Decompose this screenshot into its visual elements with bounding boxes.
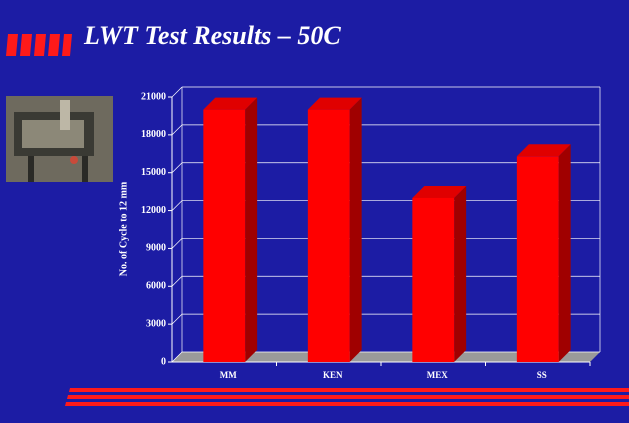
bar-side [349,97,362,362]
bar-top [412,185,467,198]
x-tick-label: MM [220,370,237,380]
floor [172,352,600,362]
y-tick-label: 6000 [146,281,166,292]
grid-line [171,276,183,287]
y-tick-label: 12000 [141,205,166,216]
chart-title: LWT Test Results – 50C [83,21,341,50]
x-tick-label: SS [537,370,547,380]
bar [516,156,559,362]
grid-line [171,313,183,325]
y-tick-label: 0 [161,356,166,367]
grid-line [171,162,183,173]
bar-top [203,97,258,110]
y-tick-label: 15000 [141,167,166,178]
grid-line [171,200,183,211]
bar-side [245,97,258,362]
bar [203,109,246,362]
title-icon [6,34,72,56]
y-tick-label: 3000 [146,318,166,329]
grid-line [171,351,183,363]
x-tick-label: MEX [427,370,448,380]
bar-side [454,185,467,362]
bar-side [558,144,571,362]
bar-top [307,97,362,110]
y-tick-label: 18000 [141,129,166,140]
stripes [65,388,629,406]
grid-line [171,86,183,98]
grid-line [171,124,183,136]
y-tick-label: 21000 [141,91,166,102]
bar [307,109,350,362]
photo [6,96,113,182]
x-tick-label: KEN [323,370,343,380]
y-axis-label: No. of Cycle to 12 mm [118,181,129,276]
plot: 0 3000 6000 9000 12000 15000 18000 21000 MM KEN ME… [141,86,601,380]
bar [412,197,455,362]
bar-top [516,144,571,157]
y-tick-label: 9000 [146,243,166,254]
grid-line [171,238,183,249]
